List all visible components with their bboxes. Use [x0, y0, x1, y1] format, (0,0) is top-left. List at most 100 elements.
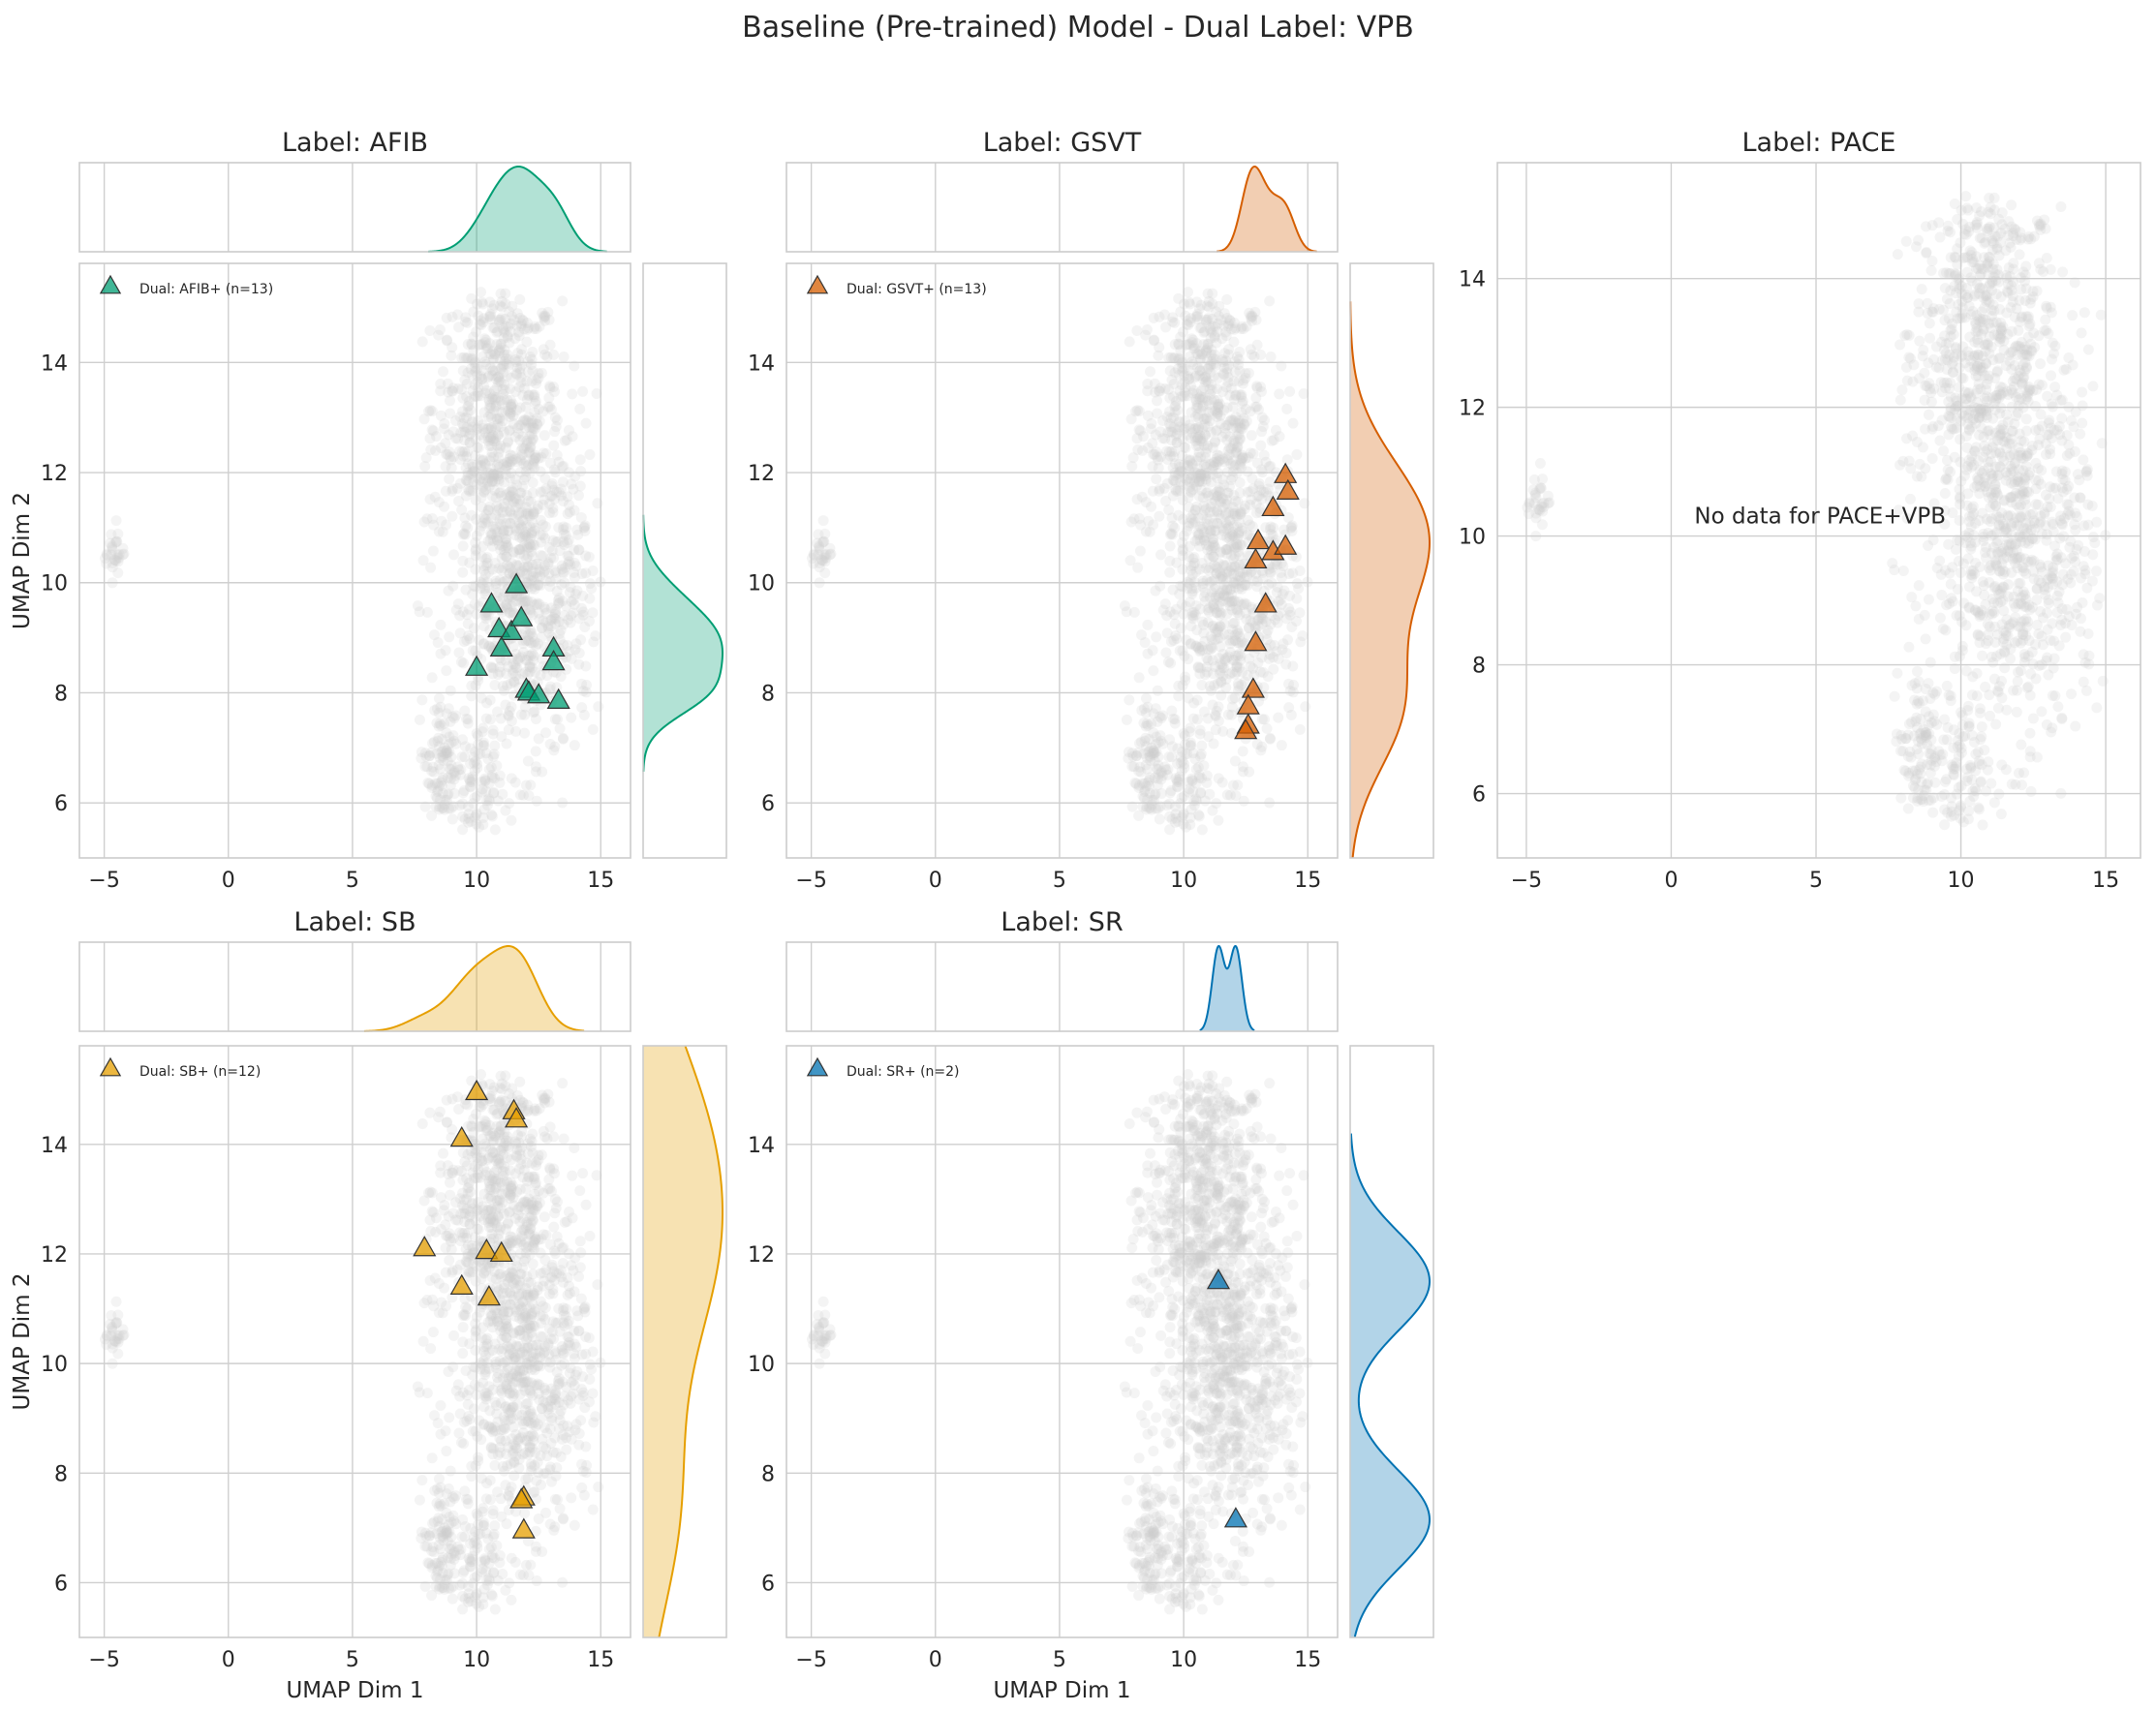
background-point: [547, 503, 559, 514]
background-point: [1892, 667, 1903, 679]
background-point: [1196, 824, 1208, 836]
background-point: [506, 814, 517, 826]
background-point: [483, 394, 495, 406]
background-point: [1974, 707, 1986, 718]
background-point: [2066, 414, 2078, 426]
background-point: [559, 577, 570, 589]
background-point: [435, 442, 447, 453]
background-point: [2091, 516, 2103, 528]
background-point: [566, 653, 577, 664]
background-point: [2011, 685, 2022, 696]
background-point: [1962, 813, 1974, 825]
background-point: [470, 362, 481, 374]
background-point: [1173, 690, 1185, 702]
background-point: [2025, 338, 2037, 350]
background-point: [438, 423, 449, 435]
background-point: [480, 560, 492, 571]
background-point: [1203, 301, 1215, 313]
background-point: [1146, 417, 1157, 429]
background-point: [1154, 311, 1165, 322]
background-point: [477, 419, 488, 431]
background-point: [520, 530, 532, 541]
background-point: [1166, 512, 1178, 524]
background-point: [2055, 200, 2067, 212]
background-point: [1170, 483, 1182, 495]
background-point: [1176, 811, 1187, 823]
background-point: [1889, 690, 1900, 702]
background-point: [575, 511, 587, 523]
background-point: [1945, 324, 1956, 336]
background-point: [1922, 739, 1933, 750]
background-point: [1135, 425, 1147, 437]
background-point: [498, 459, 509, 471]
background-point: [518, 474, 530, 486]
background-point: [1141, 323, 1153, 335]
background-point: [477, 317, 489, 328]
background-point: [580, 417, 592, 429]
background-point: [1299, 498, 1310, 509]
background-point: [551, 682, 563, 693]
background-point: [2031, 215, 2043, 227]
background-point: [1229, 595, 1241, 606]
background-point: [2042, 624, 2053, 635]
background-point: [494, 770, 506, 781]
background-point: [492, 587, 504, 598]
background-point: [531, 418, 542, 430]
background-point: [1229, 317, 1241, 328]
background-point: [1142, 442, 1154, 453]
background-point: [1247, 473, 1258, 484]
x-tick-label: 10: [1170, 869, 1197, 893]
background-point: [1959, 252, 1971, 263]
background-point: [1951, 269, 1962, 281]
background-point: [2005, 510, 2017, 522]
background-point: [471, 530, 482, 541]
background-point: [1227, 693, 1239, 705]
background-point: [2022, 681, 2034, 692]
background-point: [496, 295, 508, 307]
background-point: [1160, 495, 1172, 506]
background-point: [475, 287, 486, 298]
background-point: [529, 462, 540, 474]
background-point: [1982, 261, 1993, 273]
background-point: [1184, 373, 1195, 384]
background-point: [447, 342, 458, 353]
background-point: [2019, 356, 2031, 368]
background-point: [1918, 723, 1929, 735]
background-point: [1155, 774, 1167, 785]
background-point: [433, 720, 445, 732]
background-point: [457, 450, 469, 462]
background-point: [2022, 395, 2034, 407]
background-point: [1926, 255, 1938, 266]
background-point: [1535, 482, 1547, 494]
background-point: [1984, 562, 1995, 573]
background-point: [487, 346, 499, 357]
background-point: [1145, 366, 1156, 378]
background-point: [1936, 414, 1948, 426]
background-point: [1273, 712, 1284, 723]
background-point: [1140, 720, 1152, 732]
background-point: [1928, 303, 1940, 315]
background-point: [2017, 566, 2029, 577]
background-point: [2048, 518, 2059, 530]
background-point: [1908, 730, 1920, 742]
background-point: [2004, 237, 2016, 249]
background-point: [1215, 546, 1226, 558]
background-point: [508, 486, 519, 498]
background-point: [513, 560, 525, 571]
background-point: [480, 748, 492, 759]
background-point: [539, 430, 550, 442]
background-point: [440, 461, 451, 473]
background-point: [494, 413, 506, 424]
background-point: [558, 524, 570, 535]
background-point: [507, 482, 518, 494]
background-point: [1282, 634, 1294, 646]
background-point: [1177, 494, 1188, 505]
background-point: [1927, 535, 1939, 546]
background-point: [1534, 458, 1546, 470]
background-point: [1133, 810, 1145, 821]
background-point: [470, 755, 481, 767]
background-point: [2020, 413, 2032, 425]
background-point: [1227, 780, 1239, 791]
background-point: [1966, 729, 1978, 741]
background-point: [1965, 521, 1977, 533]
